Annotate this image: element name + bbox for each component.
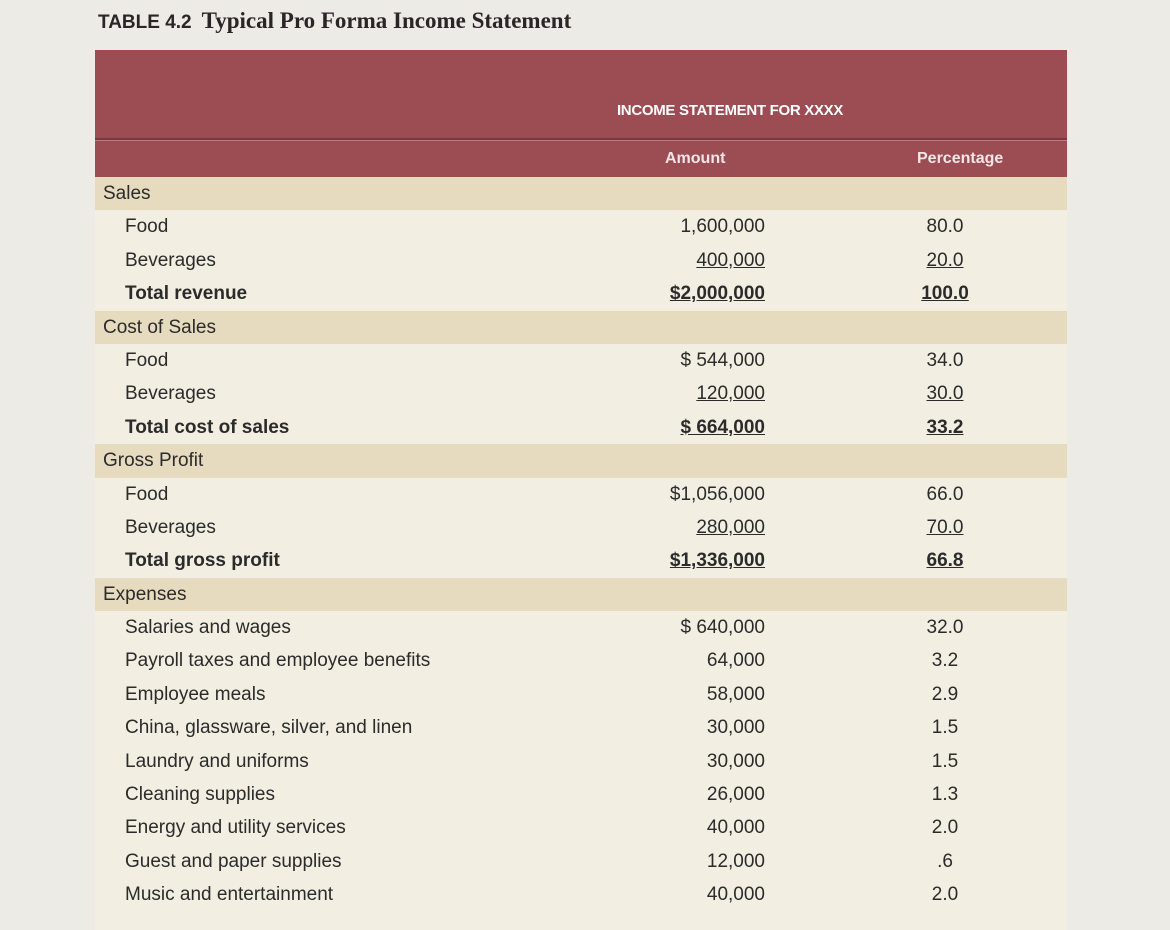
- percentage-cell: 1.5: [931, 717, 959, 739]
- amount-cell: 12,000: [706, 850, 765, 872]
- percentage-cell: 20.0: [926, 249, 964, 271]
- amount-cell: 30,000: [706, 750, 765, 772]
- table-caption: Typical Pro Forma Income Statement: [201, 8, 572, 33]
- section-label: Cost of Sales: [103, 316, 216, 338]
- table-title: TABLE 4.2 Typical Pro Forma Income Statem…: [98, 8, 571, 34]
- section-label: Sales: [103, 183, 151, 204]
- table-row: Food 1,600,000 80.0: [95, 210, 1067, 243]
- amount-cell: $1,336,000: [669, 550, 765, 572]
- section-row: Gross Profit: [95, 444, 1067, 478]
- amount-cell: $2,000,000: [669, 283, 765, 305]
- table-row: Beverages 280,000 70.0: [95, 511, 1067, 544]
- percentage-cell: 3.2: [931, 650, 959, 672]
- percentage-cell: 1.5: [931, 750, 959, 772]
- table: INCOME STATEMENT FOR XXXX Amount Percent…: [95, 50, 1067, 930]
- amount-cell: 400,000: [696, 249, 765, 271]
- row-label: Food: [125, 483, 169, 505]
- amount-cell: $ 640,000: [680, 617, 765, 639]
- column-label: Amount: [665, 150, 726, 167]
- row-label: Cleaning supplies: [125, 784, 275, 806]
- table-row: Food $1,056,000 66.0: [95, 478, 1067, 511]
- table-row: Cleaning supplies 26,000 1.3: [95, 778, 1067, 811]
- amount-cell: 30,000: [706, 717, 765, 739]
- row-label: Total revenue: [125, 283, 248, 305]
- table-row: Guest and paper supplies 12,000 .6: [95, 845, 1067, 878]
- row-label: Beverages: [125, 249, 216, 271]
- row-label: Food: [125, 216, 169, 238]
- percentage-cell: .6: [937, 850, 953, 872]
- row-label: Music and entertainment: [125, 884, 334, 906]
- percentage-cell: 66.8: [926, 550, 964, 572]
- amount-cell: 280,000: [696, 516, 765, 538]
- percentage-cell: 80.0: [926, 216, 964, 238]
- table-row: Total revenue $2,000,000 100.0: [95, 277, 1067, 310]
- percentage-cell: 33.2: [926, 416, 964, 438]
- amount-cell: 64,000: [706, 650, 765, 672]
- percentage-cell: 1.3: [931, 784, 959, 806]
- row-label: Beverages: [125, 516, 216, 538]
- table-number: TABLE 4.2: [98, 12, 192, 33]
- amount-cell: 26,000: [706, 784, 765, 806]
- table-row: Food $ 544,000 34.0: [95, 344, 1067, 377]
- section-row: Expenses: [95, 577, 1067, 612]
- amount-cell: 40,000: [706, 884, 765, 906]
- percentage-cell: 2.9: [931, 683, 959, 705]
- table-row: Music and entertainment 40,000 2.0: [95, 878, 1067, 911]
- table-row: Total cost of sales $ 664,000 33.2: [95, 411, 1067, 444]
- table-row: Payroll taxes and employee benefits 64,00…: [95, 644, 1067, 677]
- row-label: Salaries and wages: [125, 617, 291, 639]
- row-label: Laundry and uniforms: [125, 750, 309, 772]
- percentage-cell: 66.0: [926, 483, 964, 505]
- percentage-cell: 100.0: [921, 283, 969, 305]
- amount-cell: $ 664,000: [680, 416, 765, 438]
- column-header: Amount Percentage: [95, 140, 1067, 177]
- table-row: Beverages 400,000 20.0: [95, 244, 1067, 277]
- row-label: Energy and utility services: [125, 817, 346, 839]
- percentage-cell: 70.0: [926, 516, 964, 538]
- row-label: Payroll taxes and employee benefits: [125, 650, 431, 672]
- table-row: China, glassware, silver, and linen 30,00…: [95, 711, 1067, 744]
- amount-cell: 1,600,000: [680, 216, 765, 238]
- table-row: Total gross profit $1,336,000 66.8: [95, 544, 1067, 577]
- table-body: Sales Food 1,600,000 80.0 Beverages 400,000 20…: [95, 177, 1067, 912]
- row-label: Beverages: [125, 383, 216, 405]
- section-label: Expenses: [103, 583, 187, 605]
- amount-cell: $1,056,000: [669, 483, 765, 505]
- amount-cell: $ 544,000: [680, 349, 765, 371]
- row-label: China, glassware, silver, and linen: [125, 717, 413, 739]
- percentage-cell: 32.0: [926, 617, 964, 639]
- banner: INCOME STATEMENT FOR XXXX: [95, 50, 1067, 140]
- column-label: Percentage: [917, 150, 1004, 167]
- percentage-cell: 30.0: [926, 383, 964, 405]
- row-label: Total gross profit: [125, 550, 280, 572]
- percentage-cell: 2.0: [931, 884, 959, 906]
- banner-text: INCOME STATEMENT FOR XXXX: [616, 102, 844, 119]
- table-row: Beverages 120,000 30.0: [95, 377, 1067, 410]
- row-label: Guest and paper supplies: [125, 850, 342, 872]
- amount-cell: 40,000: [706, 817, 765, 839]
- table-row: Salaries and wages $ 640,000 32.0: [95, 611, 1067, 644]
- amount-cell: 120,000: [696, 383, 765, 405]
- percentage-cell: 2.0: [931, 817, 959, 839]
- table-row: Employee meals 58,000 2.9: [95, 678, 1067, 711]
- row-label: Total cost of sales: [125, 416, 290, 438]
- row-label: Employee meals: [125, 683, 266, 705]
- table-row: Laundry and uniforms 30,000 1.5: [95, 745, 1067, 778]
- row-label: Food: [125, 349, 169, 371]
- percentage-cell: 34.0: [926, 349, 964, 371]
- amount-cell: 58,000: [706, 683, 765, 705]
- section-label: Gross Profit: [103, 450, 204, 472]
- section-row: Cost of Sales: [95, 310, 1067, 344]
- section-row: Sales: [95, 177, 1067, 211]
- table-row: Energy and utility services 40,000 2.0: [95, 811, 1067, 844]
